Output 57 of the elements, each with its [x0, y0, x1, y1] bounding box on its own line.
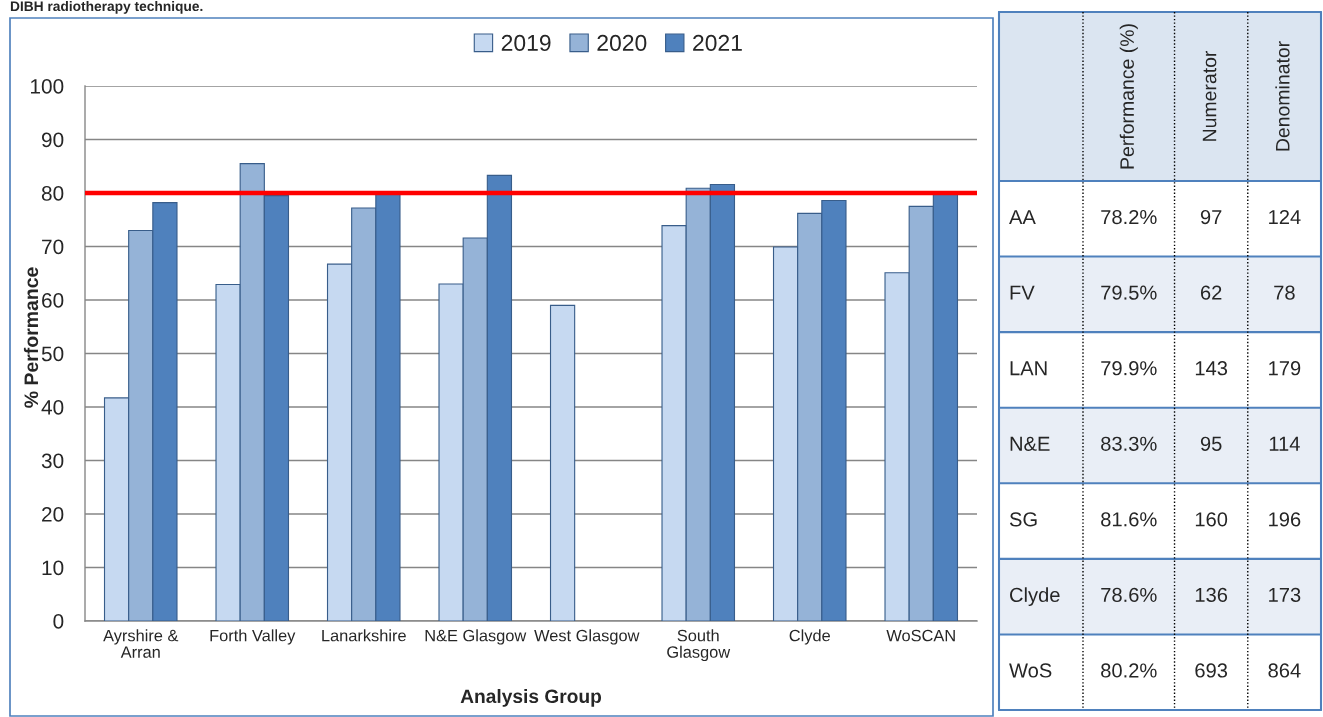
- y-tick-label: 40: [41, 400, 64, 415]
- legend-label: 2021: [693, 34, 742, 52]
- x-tick-label: N&E Glasgow: [425, 629, 527, 645]
- category-label: Numerator: [1202, 50, 1217, 141]
- x-tick-label: Ayrshire & Arran: [103, 629, 179, 658]
- text: 143: [1195, 361, 1228, 376]
- y-tick-label: 50: [41, 346, 64, 362]
- category-label: AA: [1009, 210, 1036, 224]
- category-label: Performance (%): [1119, 24, 1138, 169]
- y-tick-label: 100: [31, 79, 64, 94]
- y-tick-label: 90: [41, 132, 64, 148]
- legend-label: 2019: [501, 34, 551, 52]
- text: 693: [1195, 663, 1228, 678]
- text: 79.5%: [1101, 285, 1157, 300]
- category-label: LAN: [1010, 361, 1047, 376]
- y-tick-label: 60: [42, 293, 64, 308]
- text: 97: [1200, 209, 1222, 225]
- text: 196: [1269, 512, 1301, 527]
- x-tick-label: West Glasgow: [534, 629, 640, 645]
- x-axis-title: Analysis Group: [460, 689, 602, 707]
- category-label: N&E: [1010, 436, 1050, 451]
- text: 78.2%: [1101, 209, 1157, 225]
- text: 114: [1269, 436, 1300, 451]
- text: 81.6%: [1101, 512, 1157, 527]
- text: 124: [1269, 209, 1301, 224]
- x-tick-label: WoSCAN: [886, 629, 955, 642]
- text: 173: [1269, 587, 1301, 603]
- x-tick-label: Forth Valley: [210, 629, 296, 645]
- y-tick-label: 30: [41, 453, 64, 469]
- legend-label: 2020: [597, 34, 647, 52]
- text: 78: [1274, 285, 1295, 300]
- category-label: FV: [1010, 285, 1035, 300]
- y-tick-label: 0: [53, 614, 64, 629]
- text: 160: [1195, 512, 1228, 527]
- category-label: Denominator: [1275, 41, 1290, 151]
- text: 79.9%: [1101, 361, 1157, 376]
- y-tick-label: 80: [41, 186, 64, 201]
- x-tick-label: Clyde: [789, 629, 830, 645]
- text: 78.6%: [1101, 587, 1157, 603]
- category-label: SG: [1009, 512, 1037, 527]
- text: 864: [1268, 663, 1301, 678]
- text: 136: [1195, 587, 1228, 603]
- chart-title: DIBH radiotherapy technique.: [10, 1, 203, 14]
- y-tick-label: 70: [42, 239, 64, 255]
- x-tick-label: South Glasgow: [667, 629, 731, 662]
- text: 62: [1200, 285, 1222, 300]
- y-axis-title: % Performance: [23, 267, 39, 408]
- category-label: Clyde: [1010, 587, 1060, 607]
- category-label: WoS: [1009, 663, 1052, 678]
- text: 80.2%: [1101, 663, 1157, 678]
- bar: [549, 304, 576, 621]
- text: 95: [1200, 436, 1222, 451]
- y-tick-label: 10: [42, 560, 64, 576]
- text: 83.3%: [1101, 436, 1157, 451]
- x-tick-label: Lanarkshire: [322, 629, 406, 642]
- y-tick-label: 20: [42, 507, 64, 522]
- text: 179: [1269, 361, 1301, 376]
